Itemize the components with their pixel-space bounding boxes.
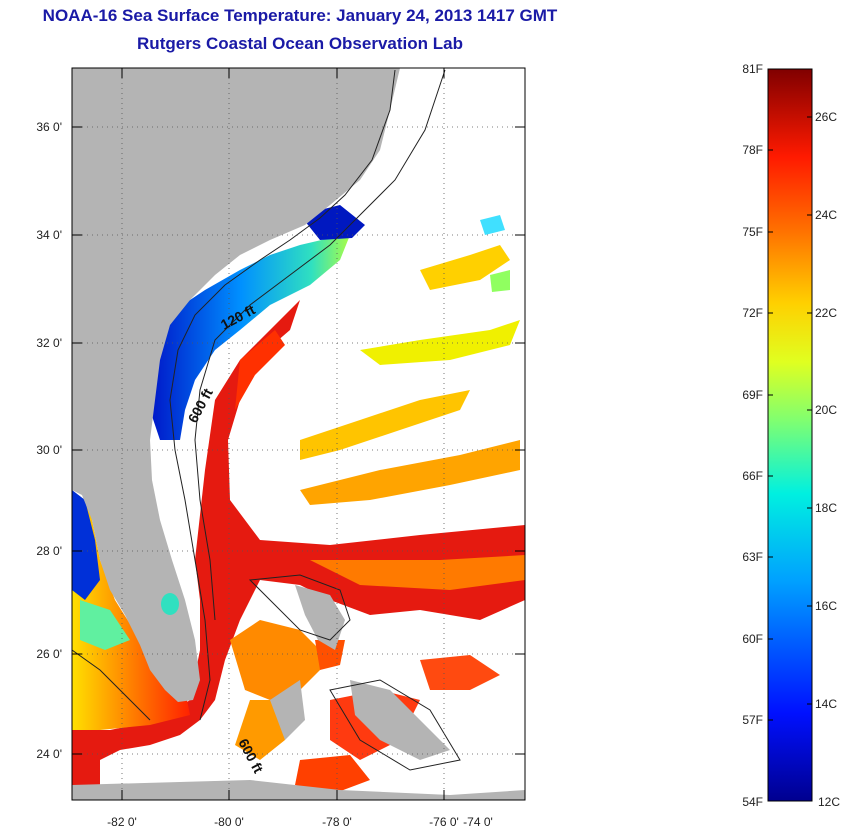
- map-title: NOAA-16 Sea Surface Temperature: January…: [42, 6, 558, 25]
- colorbar-c-12: 12C: [818, 795, 840, 809]
- colorbar-f-78: 78F: [742, 143, 763, 157]
- lon-label-76: -76 0': [429, 815, 459, 829]
- colorbar-f-63: 63F: [742, 550, 763, 564]
- colorbar-c-20: 20C: [815, 403, 837, 417]
- colorbar-f-57: 57F: [742, 713, 763, 727]
- cold-coastal-water: [150, 230, 352, 440]
- colorbar-c-18: 18C: [815, 501, 837, 515]
- colorbar-c-22: 22C: [815, 306, 837, 320]
- colorbar-c-26: 26C: [815, 110, 837, 124]
- map-panel: 120 ft 600 ft 600 ft: [71, 67, 526, 801]
- lat-label-30: 30 0': [36, 443, 62, 457]
- colorbar-f-54: 54F: [742, 795, 763, 809]
- lat-label-32: 32 0': [36, 336, 62, 350]
- lat-label-34: 34 0': [36, 228, 62, 242]
- colorbar-c-24: 24C: [815, 208, 837, 222]
- colorbar: 81F 78F 75F 72F 69F 66F 63F 60F 57F 54F …: [742, 62, 840, 809]
- lon-label-78: -78 0': [322, 815, 352, 829]
- lon-label-74: -74 0': [463, 815, 493, 829]
- colorbar-c-14: 14C: [815, 697, 837, 711]
- colorbar-f-75: 75F: [742, 225, 763, 239]
- lat-label-36: 36 0': [36, 120, 62, 134]
- lat-label-28: 28 0': [36, 544, 62, 558]
- colorbar-c-16: 16C: [815, 599, 837, 613]
- lat-label-26: 26 0': [36, 647, 62, 661]
- gulf-stream: [72, 300, 525, 800]
- lat-label-24: 24 0': [36, 747, 62, 761]
- colorbar-f-66: 66F: [742, 469, 763, 483]
- colorbar-f-60: 60F: [742, 632, 763, 646]
- map-subtitle: Rutgers Coastal Ocean Observation Lab: [137, 34, 463, 53]
- colorbar-f-81: 81F: [742, 62, 763, 76]
- colorbar-f-72: 72F: [742, 306, 763, 320]
- colorbar-f-69: 69F: [742, 388, 763, 402]
- lon-label-82: -82 0': [107, 815, 137, 829]
- lon-label-80: -80 0': [214, 815, 244, 829]
- land-mass: [72, 68, 400, 702]
